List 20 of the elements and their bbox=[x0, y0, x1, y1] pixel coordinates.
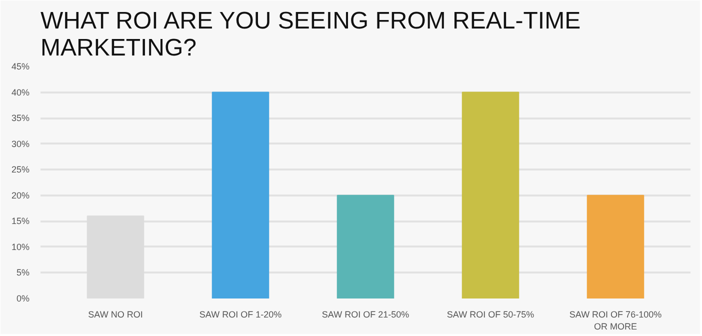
bar bbox=[212, 92, 270, 298]
x-tick-label: SAW NO ROI bbox=[88, 310, 143, 320]
y-tick-label: 5% bbox=[16, 268, 30, 278]
y-tick-label: 10% bbox=[11, 242, 30, 252]
y-tick-label: 25% bbox=[11, 164, 30, 175]
x-tick-label: SAW ROI OF 76-100% OR MORE bbox=[569, 310, 662, 332]
chart-title: WHAT ROI ARE YOU SEEING FROM REAL-TIME MARKETING? bbox=[40, 8, 581, 62]
y-tick-label: 35% bbox=[11, 113, 30, 124]
y-tick-label: 40% bbox=[11, 87, 30, 98]
x-tick-label: SAW ROI OF 1-20% bbox=[199, 310, 282, 320]
y-tick-label: 30% bbox=[11, 138, 30, 149]
y-tick-label: 20% bbox=[11, 190, 30, 200]
y-tick-label: 15% bbox=[11, 216, 30, 226]
bar bbox=[462, 92, 520, 298]
y-tick-label: 45% bbox=[11, 62, 30, 72]
bar bbox=[586, 194, 644, 298]
x-tick-label: SAW ROI OF 21-50% bbox=[322, 310, 410, 320]
x-tick-label: SAW ROI OF 50-75% bbox=[446, 310, 534, 320]
y-tick-label: 0% bbox=[16, 294, 30, 304]
bar bbox=[336, 194, 394, 298]
